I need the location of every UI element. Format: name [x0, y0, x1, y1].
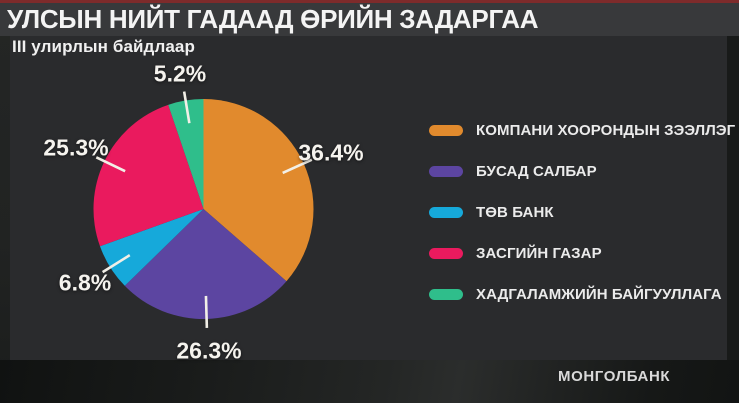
pie-slice-government	[93, 104, 204, 247]
legend-item-other-sectors: БУСАД САЛБАР	[429, 151, 719, 192]
source-label: МОНГОЛБАНК	[558, 368, 671, 385]
pie-label-central-bank: 6.8%	[58, 269, 112, 296]
legend-label: КОМПАНИ ХООРОНДЫН ЗЭЭЛЛЭГ	[476, 122, 736, 139]
legend: КОМПАНИ ХООРОНДЫН ЗЭЭЛЛЭГ БУСАД САЛБАР Т…	[429, 110, 735, 315]
pie-label-deposit-institutions: 5.2%	[153, 60, 207, 87]
pie-slice-central-bank	[100, 209, 204, 286]
pie-tick-other-sectors	[204, 295, 209, 328]
legend-item-intercompany-lending: КОМПАНИ ХООРОНДЫН ЗЭЭЛЛЭГ	[429, 110, 735, 151]
top-accent-line	[0, 0, 739, 3]
legend-swatch-pink-icon	[429, 248, 463, 259]
chart-subtitle: III улирлын байдлаар	[12, 37, 195, 56]
legend-label: ЗАСГИЙН ГАЗАР	[476, 245, 602, 262]
pie-label-government: 25.3%	[43, 134, 109, 161]
legend-label: ХАДГАЛАМЖИЙН БАЙГУУЛЛАГА	[476, 286, 722, 303]
legend-item-government: ЗАСГИЙН ГАЗАР	[429, 233, 719, 274]
legend-label: БУСАД САЛБАР	[476, 163, 597, 180]
pie-label-other-sectors: 26.3%	[176, 337, 242, 364]
pie-slice-other-sectors	[124, 209, 287, 319]
legend-swatch-purple-icon	[429, 166, 463, 177]
pie-tick-central-bank	[101, 254, 131, 274]
pie-tick-government	[95, 156, 126, 173]
legend-item-central-bank: ТӨВ БАНК	[429, 192, 719, 233]
pie-tick-intercompany-lending	[282, 158, 313, 175]
page-title: УЛСЫН НИЙТ ГАДААД ӨРИЙН ЗАДАРГАА	[7, 4, 539, 34]
lower-background	[0, 360, 739, 403]
panel-right-gap	[727, 36, 739, 360]
legend-label: ТӨВ БАНК	[476, 204, 554, 221]
pie-label-intercompany-lending: 36.4%	[298, 139, 364, 166]
pie-slice-intercompany-lending	[203, 99, 314, 282]
legend-swatch-orange-icon	[429, 125, 463, 136]
title-bar: УЛСЫН НИЙТ ГАДААД ӨРИЙН ЗАДАРГАА	[0, 3, 739, 36]
legend-item-deposit-institutions: ХАДГАЛАМЖИЙН БАЙГУУЛЛАГА	[429, 274, 722, 315]
pie-tick-deposit-institutions	[182, 91, 191, 124]
legend-swatch-green-icon	[429, 289, 463, 300]
legend-swatch-cyan-icon	[429, 207, 463, 218]
pie-slice-deposit-institutions	[168, 99, 204, 209]
